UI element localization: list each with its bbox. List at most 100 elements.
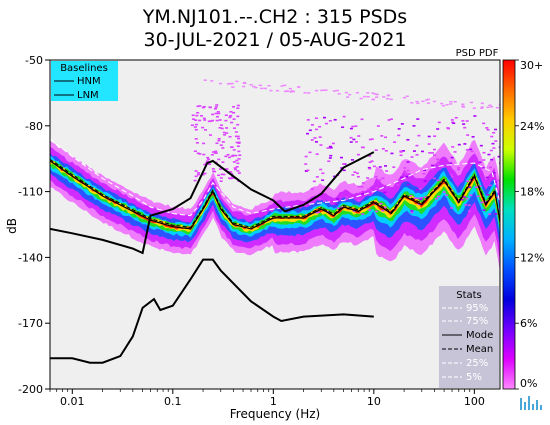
density-speck — [375, 96, 379, 98]
density-speck — [385, 170, 389, 172]
density-speck — [235, 80, 239, 83]
density-speck — [206, 156, 210, 159]
density-speck — [422, 172, 426, 175]
density-speck — [406, 161, 410, 163]
density-speck — [236, 104, 240, 107]
density-speck — [196, 152, 200, 155]
density-speck — [450, 156, 454, 159]
density-speck — [342, 163, 346, 165]
density-speck — [310, 124, 314, 126]
density-speck — [423, 169, 427, 172]
density-speck — [415, 100, 419, 103]
density-speck — [369, 189, 373, 192]
density-speck — [480, 201, 484, 204]
density-speck — [232, 105, 236, 108]
density-speck — [465, 149, 469, 151]
density-speck — [460, 198, 464, 201]
baselines-legend-title: Baselines — [60, 63, 108, 74]
density-speck — [222, 173, 226, 176]
density-speck — [214, 112, 218, 115]
density-speck — [423, 196, 427, 199]
density-speck — [196, 105, 200, 108]
y-tick-label: -140 — [18, 251, 43, 264]
density-speck — [463, 126, 467, 129]
density-speck — [386, 94, 391, 97]
density-speck — [319, 168, 323, 171]
density-speck — [208, 163, 212, 166]
density-speck — [215, 119, 219, 122]
density-speck — [430, 164, 434, 167]
density-speck — [381, 148, 385, 150]
density-speck — [202, 117, 206, 120]
density-speck — [228, 116, 232, 119]
density-speck — [306, 119, 310, 121]
density-speck — [198, 153, 202, 155]
density-speck — [366, 177, 370, 179]
density-speck — [480, 106, 484, 108]
colorbar-tick-label: 6% — [520, 317, 537, 330]
density-speck — [495, 196, 499, 199]
density-speck — [349, 141, 353, 143]
mode-curve — [50, 160, 500, 230]
density-speck — [237, 150, 241, 153]
density-speck — [361, 213, 365, 215]
density-speck — [236, 162, 240, 165]
density-speck — [342, 115, 346, 118]
density-speck — [490, 158, 494, 161]
density-speck — [201, 126, 205, 129]
density-speck — [416, 197, 420, 200]
density-speck — [235, 166, 239, 168]
density-speck — [227, 177, 231, 179]
density-speck — [304, 155, 308, 158]
density-speck — [368, 161, 372, 164]
density-speck — [399, 154, 403, 157]
density-speck — [368, 209, 372, 211]
density-speck — [203, 172, 207, 175]
density-speck — [315, 153, 319, 155]
density-speck — [417, 134, 421, 137]
density-speck — [194, 119, 198, 121]
density-speck — [361, 182, 365, 184]
density-speck — [475, 186, 479, 188]
density-speck — [393, 141, 397, 144]
density-speck — [233, 167, 237, 169]
density-speck — [218, 119, 222, 121]
x-axis-label: Frequency (Hz) — [230, 407, 321, 421]
density-speck — [211, 151, 215, 153]
density-speck — [342, 169, 346, 172]
density-speck — [219, 124, 223, 127]
density-speck — [379, 202, 383, 205]
density-speck — [336, 198, 340, 200]
density-speck — [416, 102, 420, 105]
density-speck — [315, 176, 319, 178]
density-speck — [252, 85, 256, 88]
density-speck — [231, 177, 235, 179]
stats-legend: Stats 95% 75% Mode Mean 25% 5% — [439, 286, 499, 388]
density-speck — [335, 89, 339, 92]
density-speck — [490, 106, 494, 108]
density-speck — [370, 160, 374, 162]
lnm-curve — [50, 258, 374, 364]
density-speck — [321, 172, 325, 175]
density-speck — [326, 147, 330, 149]
density-speck — [495, 106, 499, 109]
density-speck — [191, 114, 195, 117]
density-speck — [409, 194, 413, 197]
density-speck — [223, 134, 227, 136]
density-speck — [349, 127, 353, 130]
density-speck — [471, 136, 475, 138]
density-speck — [254, 86, 258, 89]
density-speck — [263, 87, 267, 90]
density-speck — [436, 195, 440, 198]
density-speck — [432, 148, 436, 151]
density-speck — [486, 193, 490, 196]
y-tick-label: -80 — [25, 120, 43, 133]
density-speck — [224, 119, 228, 122]
density-speck — [370, 138, 374, 140]
colorbar-tick-label: 0% — [520, 377, 537, 390]
density-speck — [220, 127, 224, 130]
density-speck — [372, 165, 376, 168]
density-speck — [243, 82, 247, 85]
density-speck — [230, 121, 234, 124]
stats-legend-title: Stats — [456, 290, 482, 301]
